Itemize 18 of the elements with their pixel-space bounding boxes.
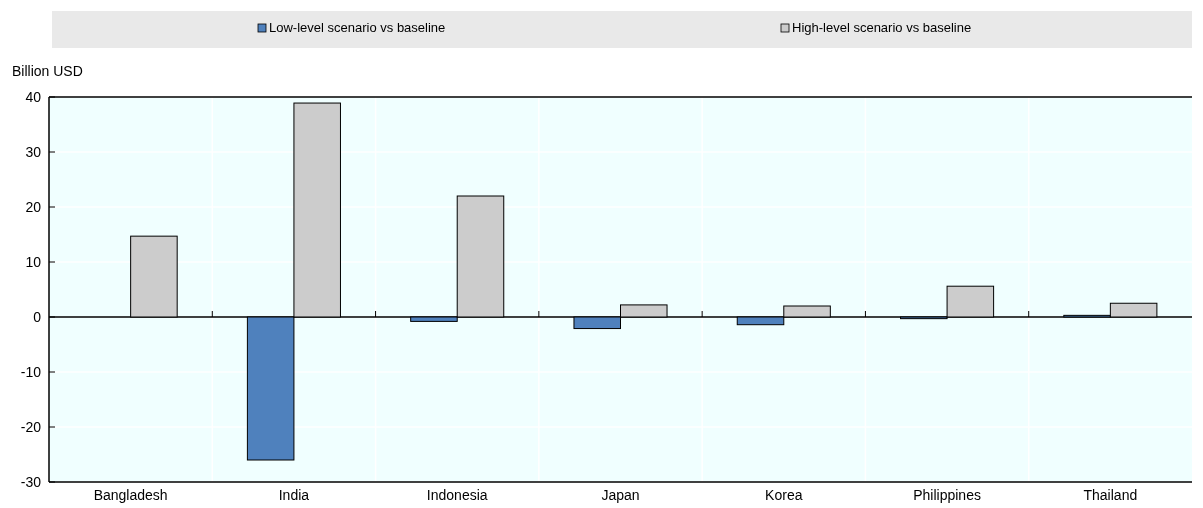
x-tick-label: Philippines <box>913 487 981 503</box>
legend-label: Low-level scenario vs baseline <box>269 20 446 35</box>
y-tick-label: 30 <box>25 143 42 160</box>
x-tick-label: Indonesia <box>426 487 488 503</box>
x-tick-label: Bangladesh <box>93 487 168 503</box>
y-axis-title: Billion USD <box>12 63 83 79</box>
x-tick-label: Korea <box>765 487 803 503</box>
y-tick-label: -30 <box>20 473 42 490</box>
y-tick-label: 40 <box>25 88 42 105</box>
y-tick-label: -20 <box>20 418 42 435</box>
x-tick-label: Thailand <box>1083 487 1138 503</box>
x-tick-label: Japan <box>601 487 640 503</box>
y-tick-label: -10 <box>20 363 42 380</box>
y-tick-label: 0 <box>33 308 42 325</box>
x-tick-label: India <box>278 487 310 503</box>
y-tick-label: 10 <box>25 253 42 270</box>
y-tick-label: 20 <box>25 198 42 215</box>
legend-label: High-level scenario vs baseline <box>792 20 972 35</box>
